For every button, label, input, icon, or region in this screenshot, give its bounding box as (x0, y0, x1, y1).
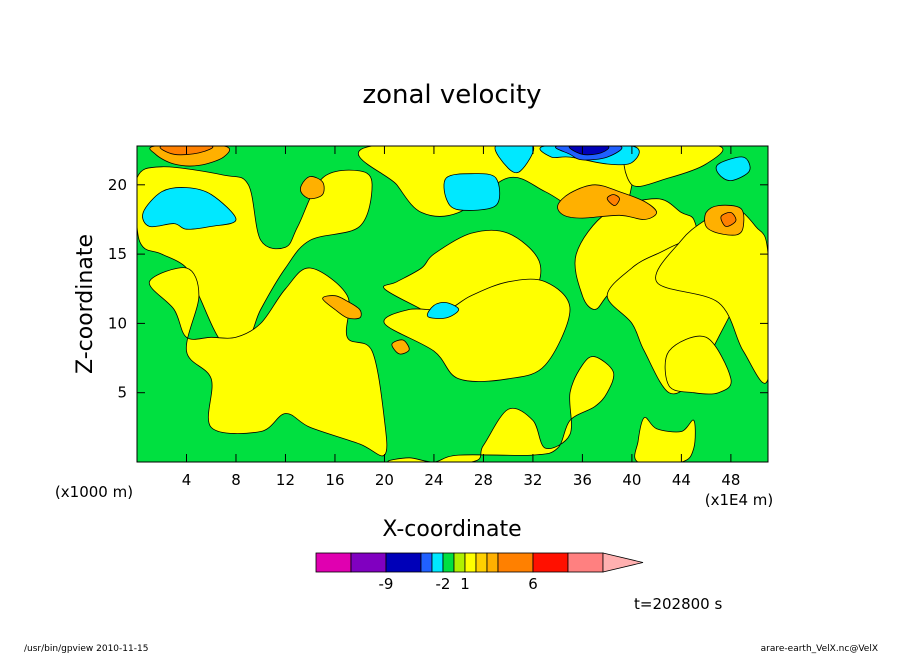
contour-region-cyan (494, 146, 535, 174)
contour-region-yellow (655, 205, 768, 384)
colorbar-segment (532, 552, 569, 573)
colorbar-segment (442, 552, 455, 573)
x-tick-label: 12 (276, 471, 295, 489)
colorbar-segment (431, 552, 444, 573)
contour-region-cyan (715, 156, 751, 182)
y-tick-label: 15 (108, 245, 127, 263)
colorbar-segment (420, 552, 433, 573)
colorbar-segment (453, 552, 466, 573)
y-axis-label: Z-coordinate (73, 234, 98, 374)
y-axis-ticks: 5 10 15 20 (108, 176, 768, 402)
x-tick-label: 28 (474, 471, 493, 489)
contour-plot-area (137, 146, 768, 462)
colorbar-segment (315, 552, 352, 573)
contour-region-yellow (634, 417, 696, 462)
footer-right: arare-earth_VelX.nc@VelX (761, 644, 878, 654)
colorbar-tick-label: -9 (379, 575, 394, 593)
contour-region-yellow (623, 146, 724, 187)
contour-region-yellow (387, 356, 615, 462)
x-tick-label: 32 (523, 471, 542, 489)
x-tick-label: 48 (721, 471, 740, 489)
y-unit-label: (x1000 m) (55, 483, 133, 501)
colorbar-segment (385, 552, 422, 573)
colorbar-tick-label: -2 (436, 575, 451, 593)
contour-region-orange (391, 339, 410, 355)
y-tick-label: 5 (117, 384, 127, 402)
colorbar-segment (497, 552, 534, 573)
contour-region-orange (557, 184, 658, 220)
contour-region-yellow (664, 335, 732, 395)
colorbar-tick-label: 6 (528, 575, 538, 593)
colorbar-tick-label: 1 (460, 575, 470, 593)
contour-region-cyan (426, 302, 460, 319)
x-tick-label: 4 (182, 471, 192, 489)
colorbar-segment (567, 552, 604, 573)
contour-region-cyan (142, 187, 237, 230)
x-tick-label: 44 (672, 471, 691, 489)
x-tick-label: 16 (325, 471, 344, 489)
contour-region-orange (300, 176, 325, 200)
y-tick-label: 10 (108, 314, 127, 332)
colorbar: -9 -2 1 6 (315, 552, 644, 593)
contour-region-dark-orange (720, 211, 737, 227)
contour-region-cyan (443, 173, 501, 211)
x-tick-label: 8 (231, 471, 241, 489)
colorbar-segment (486, 552, 499, 573)
plot-frame (136, 145, 769, 463)
contour-region-dark-orange (606, 194, 620, 207)
contour-region-dark-blue (568, 146, 610, 156)
colorbar-extend-arrow (602, 552, 644, 573)
chart-title: zonal velocity (362, 80, 541, 110)
x-tick-label: 40 (622, 471, 641, 489)
y-tick-label: 20 (108, 176, 127, 194)
timestamp-label: t=202800 s (634, 595, 722, 613)
contour-region-yellow (148, 267, 388, 457)
colorbar-segment (464, 552, 477, 573)
footer-left: /usr/bin/gpview 2010-11-15 (24, 644, 148, 654)
x-axis-ticks: 4 8 12 16 20 24 28 32 36 40 44 48 (182, 146, 740, 489)
x-tick-label: 36 (573, 471, 592, 489)
x-unit-label: (x1E4 m) (705, 491, 774, 509)
x-tick-label: 24 (424, 471, 443, 489)
x-axis-label: X-coordinate (382, 517, 521, 542)
x-tick-label: 20 (375, 471, 394, 489)
contour-region-orange (322, 295, 362, 320)
colorbar-segment (475, 552, 488, 573)
colorbar-segment (350, 552, 387, 573)
